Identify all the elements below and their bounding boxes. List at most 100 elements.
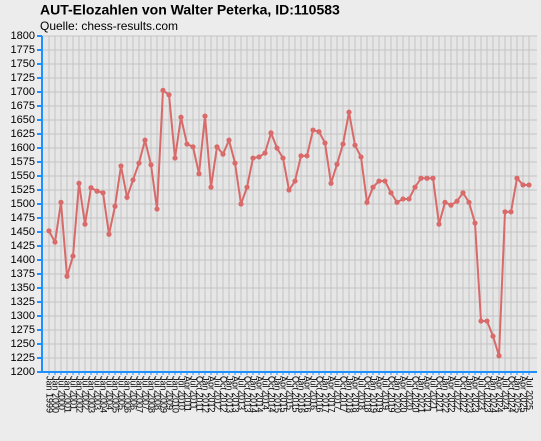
x-tick-label: Jul 2019 [381,376,391,410]
x-tick-label: Apr 2025 [519,376,529,413]
y-tick-label: 1250 [11,338,35,350]
x-tick-label: Jul 2003 [93,376,103,410]
marker [514,175,520,181]
x-tick-label: Jan 2022 [441,376,451,413]
marker [388,190,394,196]
marker [274,145,280,151]
marker [148,162,154,168]
marker [100,190,106,196]
marker [442,199,448,205]
marker [142,137,148,143]
x-tick-label: Oct 2024 [507,376,517,413]
x-tick-label: Jul 2013 [237,376,247,410]
marker [520,182,526,188]
x-tick-label: Apr 2021 [423,376,433,413]
x-tick-label: Jul 2009 [165,376,175,410]
y-tick-label: 1675 [11,100,35,112]
y-tick-label: 1750 [11,58,35,70]
y-tick-label: 1225 [11,352,35,364]
x-tick-label: Jul 2010 [177,376,187,410]
x-tick-label: Oct 2023 [483,376,493,413]
marker [400,196,406,202]
x-tick-label: Apr 2020 [399,376,409,413]
marker [82,221,88,227]
x-tick-label: Jul 2018 [357,376,367,410]
x-tick-label: Jul 2023 [477,376,487,410]
x-tick-label: Oct 2015 [291,376,301,413]
marker [172,155,178,161]
x-tick-label: Jul 2017 [333,376,343,410]
y-tick-label: 1200 [11,366,35,378]
x-tick-label: Jan 1999 [45,376,55,413]
x-tick-label: Jan 2019 [369,376,379,413]
x-tick-label: Jan 2004 [99,376,109,413]
marker [208,184,214,190]
x-tick-label: Oct 2017 [339,376,349,413]
marker [130,177,136,183]
y-tick-label: 1425 [11,240,35,252]
marker [250,155,256,161]
x-tick-label: Jul 2011 [189,376,199,409]
marker [124,194,130,200]
marker [526,182,532,188]
x-tick-label: Apr 2013 [231,376,241,413]
marker [190,144,196,150]
x-tick-label: Jul 2024 [501,376,511,410]
x-tick-label: Apr 2023 [471,376,481,413]
x-tick-label: Apr 2016 [303,376,313,413]
x-tick-label: Jan 2001 [63,376,73,413]
x-tick-label: Jan 2020 [393,376,403,413]
x-tick-label: Apr 2012 [207,376,217,413]
x-tick-label: Jul 2004 [105,376,115,410]
marker [244,184,250,190]
x-tick-label: Jul 2021 [429,376,439,410]
marker [316,129,322,135]
marker [106,231,112,237]
y-tick-label: 1625 [11,128,35,140]
x-tick-label: Apr 2017 [327,376,337,413]
marker [424,175,430,181]
x-tick-label: Jan 2007 [135,376,145,413]
x-tick-label: Jan 2003 [87,376,97,413]
marker [496,353,502,359]
x-tick-label: Jan 2013 [225,376,235,413]
y-tick-label: 1800 [11,30,35,42]
x-tick-label: Jan 2006 [123,376,133,413]
x-tick-label: Oct 2012 [219,376,229,413]
marker [76,180,82,186]
x-tick-label: Jan 2010 [171,376,181,413]
x-tick-label: Oct 2020 [411,376,421,413]
x-tick-label: Jul 2007 [141,376,151,410]
marker [58,199,64,205]
marker [64,273,70,279]
y-tick-label: 1375 [11,268,35,280]
x-tick-label: Jul 2020 [405,376,415,410]
marker [394,199,400,205]
x-tick-label: Jan 2018 [345,376,355,413]
marker [202,113,208,119]
x-tick-label: Apr 2022 [447,376,457,413]
marker [328,180,334,186]
x-tick-label: Jul 2016 [309,376,319,410]
x-tick-label: Jan 2025 [513,376,523,413]
x-tick-label: Oct 2019 [387,376,397,413]
marker [418,175,424,181]
marker [286,187,292,193]
marker [478,318,484,324]
y-tick-label: 1275 [11,324,35,336]
y-tick-label: 1325 [11,296,35,308]
marker [280,155,286,161]
x-tick-label: Oct 2014 [267,376,277,413]
marker [262,150,268,156]
marker [436,221,442,227]
marker [346,109,352,115]
x-tick-label: Jul 2015 [285,376,295,410]
marker [460,190,466,196]
marker [118,163,124,169]
y-tick-label: 1500 [11,198,35,210]
marker [292,178,298,184]
marker [508,209,514,215]
x-tick-label: Apr 2014 [255,376,265,413]
marker [358,154,364,160]
